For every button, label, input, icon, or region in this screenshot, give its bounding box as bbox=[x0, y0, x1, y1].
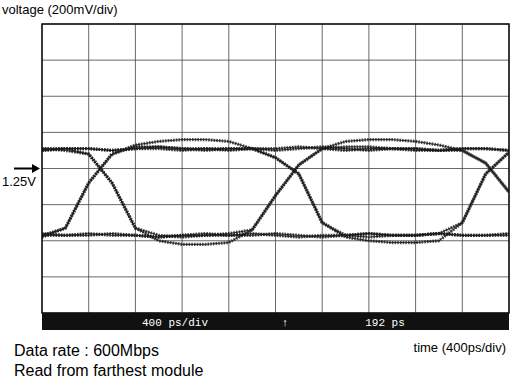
eye-trace-core bbox=[42, 147, 509, 237]
reference-label: 1.25V bbox=[2, 174, 36, 189]
grid-line-y bbox=[42, 276, 509, 277]
grid-line-y bbox=[42, 204, 509, 205]
root: 1.25V 400 ps/div ↑ 192 ps voltage (200mV/div… bbox=[0, 0, 523, 387]
eye-trace bbox=[42, 140, 509, 245]
x-axis-label: time (400ps/div) bbox=[414, 340, 506, 355]
readout-text: 192 ps bbox=[365, 317, 405, 329]
grid bbox=[42, 24, 509, 313]
eye-trace-core bbox=[42, 147, 509, 237]
screen bbox=[42, 24, 509, 313]
eye-trace bbox=[42, 149, 509, 238]
readout-strip bbox=[42, 313, 509, 330]
grid-line-y bbox=[42, 132, 509, 133]
eye-trace bbox=[42, 147, 509, 237]
eye-trace-core bbox=[42, 149, 509, 238]
eye-trace bbox=[42, 140, 509, 243]
caption-note: Data rate : 600Mbps bbox=[14, 342, 159, 359]
eye-trace-core bbox=[42, 149, 509, 238]
readout-text: ↑ bbox=[282, 317, 289, 329]
chart: 1.25V 400 ps/div ↑ 192 ps voltage (200mV/div… bbox=[0, 0, 523, 387]
traces bbox=[42, 140, 509, 245]
eye-trace bbox=[42, 147, 509, 237]
caption-note: Read from farthest module bbox=[14, 362, 204, 379]
eye-trace-core bbox=[42, 140, 509, 245]
grid-line-y bbox=[42, 60, 509, 61]
y-axis-label: voltage (200mV/div) bbox=[2, 2, 118, 17]
readout-text: 400 ps/div bbox=[142, 317, 208, 329]
eye-trace-core bbox=[42, 140, 509, 243]
eye-trace bbox=[42, 149, 509, 238]
reference-arrow-head bbox=[32, 164, 40, 173]
screen-frame bbox=[42, 24, 509, 313]
grid-line-y bbox=[42, 168, 509, 169]
grid-line-y bbox=[42, 96, 509, 97]
